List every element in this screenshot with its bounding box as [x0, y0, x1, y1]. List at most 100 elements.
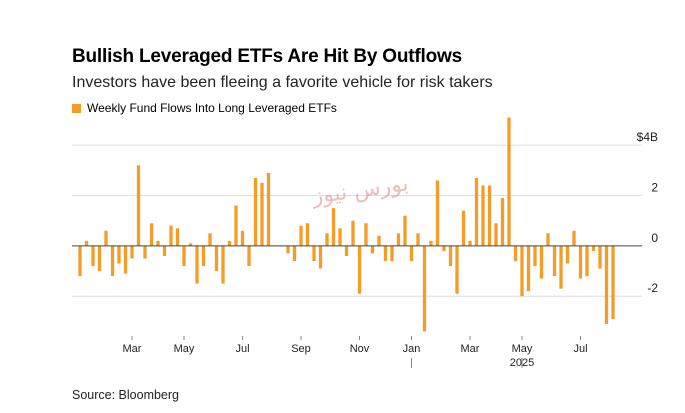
bar [487, 185, 492, 246]
bar [331, 208, 336, 246]
bars [78, 117, 615, 332]
bar [182, 245, 186, 267]
bar [546, 233, 550, 246]
year-label: 2025 [510, 357, 534, 369]
bar [429, 240, 433, 246]
bar [442, 245, 446, 251]
bar [325, 233, 329, 246]
bar [338, 228, 342, 246]
bar [299, 225, 303, 246]
bar [422, 245, 427, 332]
bar [266, 172, 271, 246]
bar [585, 245, 589, 277]
bar [117, 245, 121, 264]
x-tick-labels: Mar May Jul Sep Nov Jan Mar May Jul 2025 [123, 336, 588, 369]
bar [312, 245, 316, 261]
bar [390, 245, 394, 261]
bar [481, 185, 485, 246]
bar [468, 240, 472, 246]
bar [110, 245, 115, 277]
x-tick-label: May [174, 343, 195, 355]
bar [552, 245, 557, 277]
bar [533, 245, 537, 267]
bar [409, 245, 414, 261]
x-tick-label: Mar [123, 343, 142, 355]
y-tick-label: -2 [647, 281, 658, 295]
bar [253, 177, 258, 246]
bar [591, 245, 596, 251]
bar [474, 177, 479, 246]
bar [611, 245, 615, 319]
bar [500, 198, 505, 246]
bar [136, 165, 141, 246]
bar [260, 182, 264, 246]
bar [416, 233, 420, 246]
bar [78, 245, 82, 277]
bar [383, 245, 388, 261]
bar [370, 245, 375, 254]
bar [455, 245, 459, 294]
bar [91, 245, 95, 267]
x-tick-label: Jul [573, 343, 587, 355]
x-tick-label: Nov [350, 343, 370, 355]
bar [97, 245, 102, 272]
bar [526, 245, 531, 292]
bar [318, 245, 323, 269]
bar [188, 243, 193, 246]
bar [104, 230, 108, 246]
bar [195, 245, 199, 284]
bar [143, 245, 147, 259]
bar [559, 245, 563, 289]
bar [221, 245, 225, 284]
bar [149, 223, 154, 246]
bar [364, 223, 368, 246]
y-tick-label: 0 [651, 231, 658, 245]
bar [520, 245, 524, 297]
bar [169, 225, 173, 246]
bar [201, 245, 206, 267]
bar [234, 205, 238, 246]
bar [578, 245, 583, 279]
x-tick-label: Mar [461, 343, 480, 355]
bar [130, 245, 134, 259]
bar [448, 245, 453, 267]
bar [305, 223, 310, 246]
bar [84, 240, 89, 246]
bar [403, 215, 407, 246]
y-tick-labels: $4B 2 0 -2 [637, 130, 659, 295]
x-tick-label: Jul [235, 343, 249, 355]
bar [214, 245, 219, 272]
x-tick-label: Jan [403, 343, 421, 355]
bar [435, 180, 440, 246]
chart-subtitle: Investors have been fleeing a favorite v… [72, 74, 493, 91]
bar [513, 245, 518, 261]
bar [494, 223, 498, 246]
x-tick-label: May [512, 343, 533, 355]
bar [292, 245, 297, 261]
bar [396, 233, 401, 246]
bar [461, 210, 466, 246]
bar [357, 245, 362, 294]
bar [286, 245, 290, 254]
bar [565, 245, 570, 264]
chart-title: Bullish Leveraged ETFs Are Hit By Outflo… [72, 46, 462, 67]
bar [208, 233, 212, 246]
bar [604, 245, 609, 324]
bar [539, 245, 544, 279]
gridlines [72, 144, 642, 297]
bar [598, 245, 602, 269]
legend-label: Weekly Fund Flows Into Long Leveraged ET… [87, 101, 337, 115]
bar [156, 240, 160, 246]
legend: Weekly Fund Flows Into Long Leveraged ET… [72, 101, 337, 115]
bar [123, 245, 128, 274]
bar [572, 230, 576, 246]
bar [175, 228, 180, 246]
x-tick-label: Sep [291, 343, 311, 355]
y-tick-label: $4B [637, 130, 658, 144]
bar [377, 235, 381, 246]
bar [351, 220, 355, 246]
bar [344, 245, 349, 256]
bar [247, 245, 251, 267]
bar [507, 117, 511, 246]
